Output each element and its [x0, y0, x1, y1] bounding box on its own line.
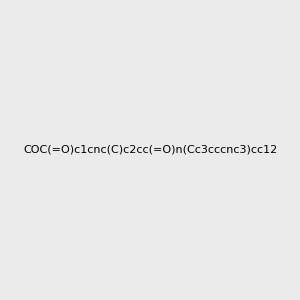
Text: COC(=O)c1cnc(C)c2cc(=O)n(Cc3cccnc3)cc12: COC(=O)c1cnc(C)c2cc(=O)n(Cc3cccnc3)cc12: [23, 145, 277, 155]
